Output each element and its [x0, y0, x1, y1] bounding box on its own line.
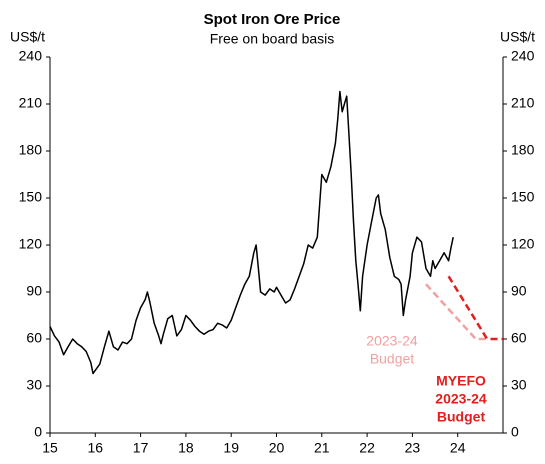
- chart-title: Spot Iron Ore Price: [204, 11, 341, 28]
- y-tick-label: 0: [34, 424, 42, 440]
- annotation: Budget: [370, 351, 414, 367]
- y-tick-label: 90: [26, 283, 42, 299]
- x-tick-label: 19: [223, 440, 239, 456]
- annotation: 2023-24: [366, 333, 418, 349]
- annotation: 2023-24: [435, 391, 487, 407]
- y2-axis-label: US$/t: [500, 29, 535, 45]
- y-tick-label: 240: [19, 48, 43, 64]
- y-axis-label: US$/t: [10, 29, 45, 45]
- y2-tick-label: 150: [511, 189, 535, 205]
- x-tick-label: 17: [133, 440, 149, 456]
- y2-tick-label: 180: [511, 142, 535, 158]
- x-tick-label: 22: [359, 440, 375, 456]
- annotation: MYEFO: [436, 373, 486, 389]
- x-tick-label: 16: [88, 440, 104, 456]
- y-tick-label: 180: [19, 142, 43, 158]
- series-line: [425, 283, 490, 341]
- x-tick-label: 24: [450, 440, 466, 456]
- annotation: Budget: [437, 409, 486, 425]
- y-tick-label: 150: [19, 189, 43, 205]
- y-tick-label: 30: [26, 377, 42, 393]
- x-tick-label: 23: [405, 440, 421, 456]
- y2-tick-label: 0: [511, 424, 519, 440]
- y2-tick-label: 120: [511, 236, 535, 252]
- y2-tick-label: 30: [511, 377, 527, 393]
- y2-tick-label: 90: [511, 283, 527, 299]
- y2-tick-label: 240: [511, 48, 535, 64]
- x-tick-label: 21: [314, 440, 330, 456]
- series-line: [447, 275, 503, 341]
- series-line: [49, 90, 454, 375]
- y-tick-label: 210: [19, 95, 43, 111]
- y2-tick-label: 210: [511, 95, 535, 111]
- y-tick-label: 120: [19, 236, 43, 252]
- y-tick-label: 60: [26, 330, 42, 346]
- x-tick-label: 20: [269, 440, 285, 456]
- chart-subtitle: Free on board basis: [210, 31, 335, 47]
- x-tick-label: 18: [178, 440, 194, 456]
- x-tick-label: 15: [42, 440, 58, 456]
- y2-tick-label: 60: [511, 330, 527, 346]
